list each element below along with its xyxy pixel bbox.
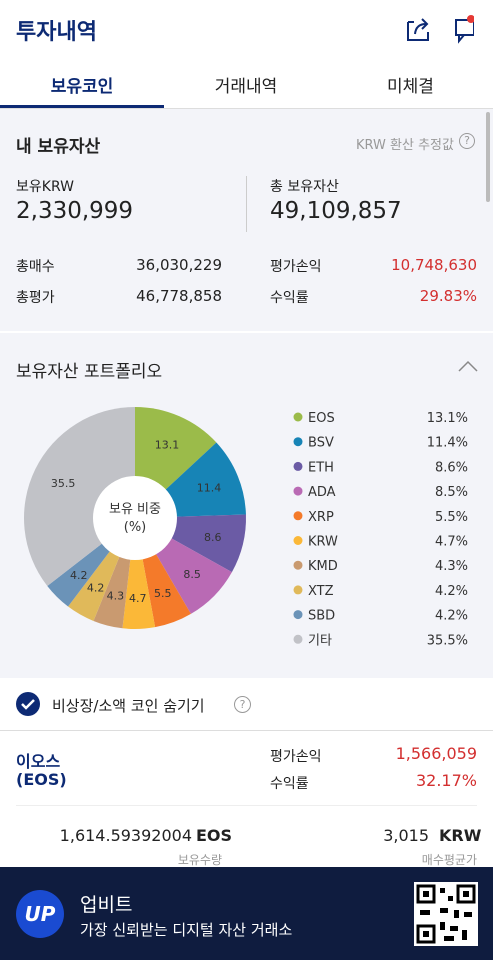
row-label: 총평가 [16, 290, 55, 306]
legend-value: 4.3% [435, 559, 468, 574]
legend-value: 4.2% [435, 609, 468, 624]
legend-dot [293, 536, 303, 545]
legend-label: KMD [308, 559, 338, 574]
coin-symbol[interactable]: (EOS) [16, 770, 67, 789]
avg-unit: KRW [439, 826, 482, 845]
legend-label: ETH [308, 460, 334, 475]
banner[interactable] [0, 867, 493, 960]
qty-label: 보유수량 [177, 853, 222, 867]
krw-label: 보유KRW [16, 179, 74, 195]
legend-label: KRW [308, 535, 338, 550]
avg-label: 매수평균가 [421, 853, 477, 867]
rate-value: 32.17% [415, 771, 477, 790]
legend-dot [293, 634, 303, 644]
rate-label: 수익률 [270, 776, 309, 792]
legend-dot [293, 461, 303, 471]
slice-label: 4.2 [87, 582, 105, 595]
legend-value: 11.4% [427, 436, 468, 451]
row-label: 총매수 [16, 259, 55, 275]
avg-value: 3,015 [383, 826, 429, 845]
legend-label: BSV [308, 436, 334, 451]
header-title: 투자내역 [16, 20, 97, 45]
help-icon[interactable]: ? [234, 696, 251, 713]
row-value: 29.83% [419, 287, 477, 305]
row-value: 36,030,229 [136, 256, 222, 274]
filter-label[interactable]: 비상장/소액 코인 숨기기 [52, 697, 205, 715]
slice-label: 35.5 [51, 477, 76, 490]
center-label: 보유 비중 [109, 502, 161, 517]
legend-label: XTZ [308, 584, 334, 599]
tab[interactable]: 거래내역 [214, 77, 278, 97]
slice-label: 13.1 [155, 439, 180, 452]
tab-indicator [0, 105, 164, 108]
portfolio-chart: 13.1 EOS 13.1% 11.4 BSV 11.4% 8.6 ETH 8.6% 8.5 ADA… [24, 407, 468, 648]
total-value: 49,109,857 [270, 198, 402, 224]
divider [246, 176, 247, 232]
row-label: 평가손익 [270, 259, 322, 275]
divider [0, 730, 493, 731]
summary-title: 내 보유자산 [16, 137, 101, 157]
legend-label: 기타 [308, 633, 332, 648]
row-value: 10,748,630 [391, 256, 477, 274]
checkbox[interactable] [16, 692, 40, 716]
banner-subtitle: 가장 신뢰받는 디지털 자산 거래소 [80, 921, 293, 939]
divider [0, 108, 493, 109]
legend-label: ADA [308, 485, 336, 500]
krw-value: 2,330,999 [16, 198, 134, 224]
pie-slice [122, 518, 156, 629]
slice-label: 11.4 [197, 482, 222, 495]
qty-unit: EOS [196, 826, 233, 845]
legend-dot [293, 412, 303, 422]
donut-hole [93, 476, 177, 560]
banner-title: 업비트 [80, 894, 133, 916]
pl-label: 평가손익 [270, 749, 322, 765]
legend-label: XRP [308, 510, 334, 525]
banner-logo: UP [16, 890, 64, 938]
legend-dot [293, 511, 303, 521]
collapse-icon[interactable] [458, 360, 478, 372]
legend-dot [293, 437, 303, 447]
pie-slice [24, 407, 135, 587]
legend-value: 8.5% [435, 485, 468, 500]
legend-dot [293, 585, 303, 595]
center-label: (%) [124, 520, 147, 535]
legend-label: EOS [308, 411, 335, 426]
tab[interactable]: 보유코인 [50, 77, 114, 97]
coin-name[interactable]: 이오스 [16, 752, 61, 771]
row-value: 46,778,858 [136, 287, 222, 305]
pl-value: 1,566,059 [395, 744, 477, 763]
divider [16, 805, 477, 806]
legend-label: SBD [308, 609, 335, 624]
row-label: 수익률 [270, 290, 309, 306]
header-icons[interactable] [404, 14, 474, 44]
legend-value: 5.5% [435, 510, 468, 525]
legend-value: 35.5% [427, 633, 468, 648]
scrollbar [486, 112, 490, 202]
legend-value: 4.7% [435, 535, 468, 550]
legend-value: 8.6% [435, 460, 468, 475]
qr-code [414, 882, 478, 946]
portfolio-title: 보유자산 포트폴리오 [16, 362, 163, 382]
help-icon[interactable]: ? [459, 133, 475, 149]
slice-label: 8.5 [183, 568, 201, 581]
slice-label: 4.3 [107, 590, 125, 603]
slice-label: 4.2 [70, 569, 88, 582]
legend-dot [293, 486, 303, 496]
legend-value: 13.1% [427, 411, 468, 426]
slice-label: 8.6 [204, 531, 222, 544]
slice-label: 5.5 [154, 587, 172, 600]
legend-dot [293, 610, 303, 620]
total-label: 총 보유자산 [270, 179, 339, 195]
legend-value: 4.2% [435, 584, 468, 599]
qty-value: 1,614.59392004 [59, 826, 192, 845]
legend-dot [293, 560, 303, 570]
tab[interactable]: 미체결 [387, 77, 434, 97]
summary-note: KRW 환산 추정값 [356, 138, 454, 153]
slice-label: 4.7 [129, 592, 147, 605]
